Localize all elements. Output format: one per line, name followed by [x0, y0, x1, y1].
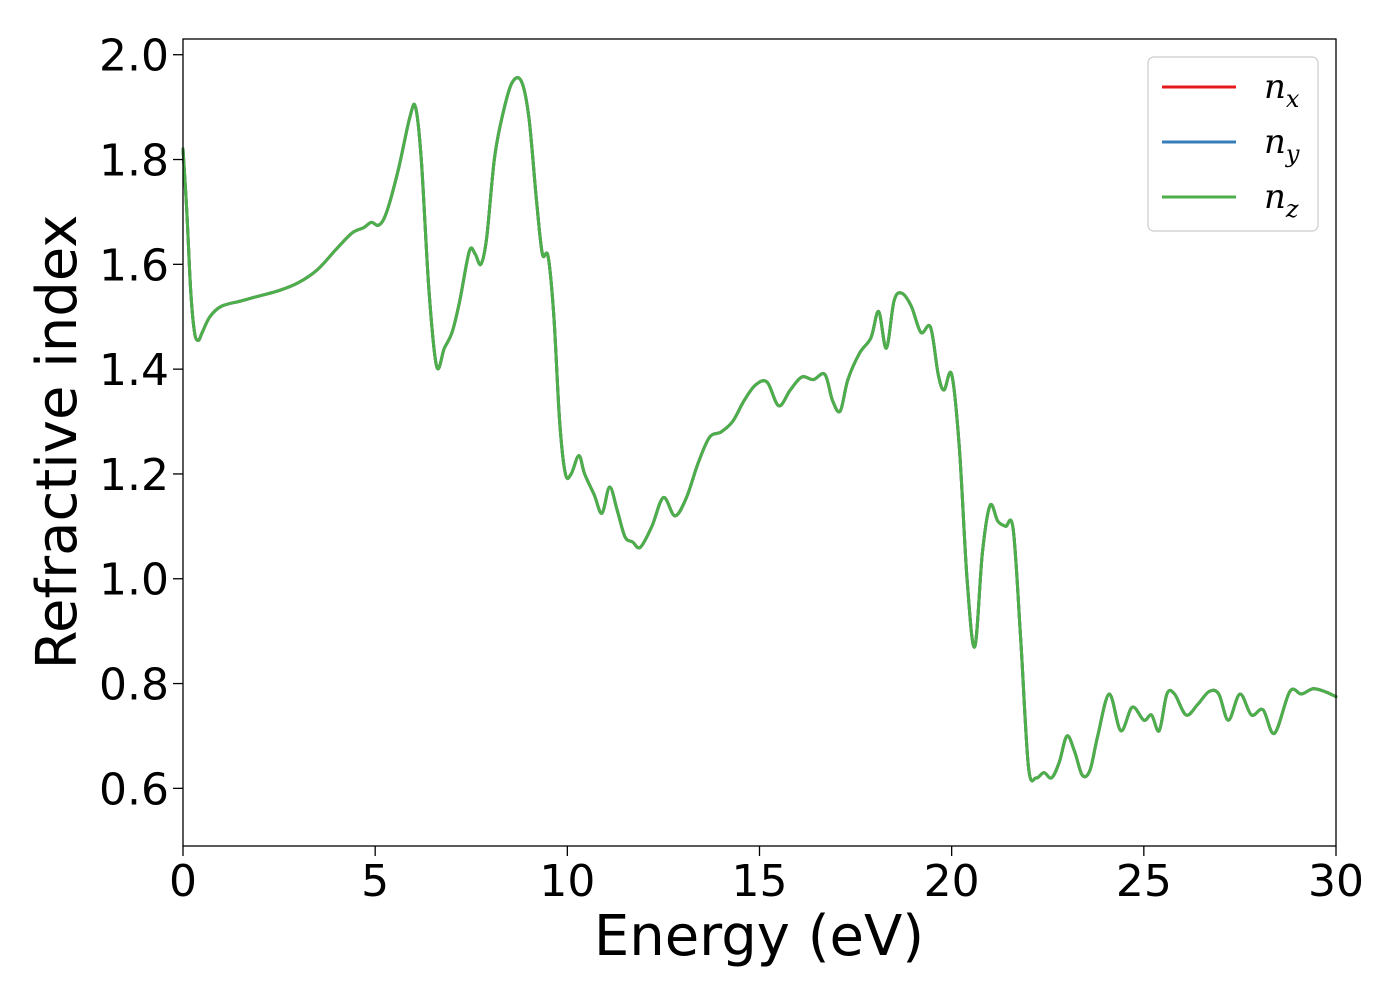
x-tick-label: 25 — [1116, 856, 1172, 907]
series-line-n-z — [181, 76, 1338, 783]
y-tick-label: 1.0 — [99, 555, 169, 606]
x-tick-label: 0 — [169, 856, 197, 907]
legend-label-n-z: nz — [1264, 177, 1299, 223]
y-axis-ticks: 0.6 0.8 1.0 1.2 1.4 1.6 1.8 2.0 — [99, 31, 183, 815]
x-tick-label: 5 — [361, 856, 389, 907]
y-tick-label: 0.8 — [99, 660, 169, 711]
legend-box — [1147, 56, 1319, 232]
legend-items: nx ny nz — [1162, 67, 1300, 223]
x-axis-ticks: 0 5 10 15 20 25 30 — [169, 846, 1364, 907]
legend-label-n-y: ny — [1264, 122, 1300, 168]
legend-label-n-x: nx — [1264, 67, 1300, 113]
x-tick-label: 20 — [924, 856, 980, 907]
y-tick-label: 1.4 — [99, 345, 169, 396]
y-axis-title: Refractive index — [25, 215, 90, 670]
x-axis-title: Energy (eV) — [594, 904, 924, 969]
y-tick-label: 2.0 — [99, 31, 169, 82]
y-tick-label: 1.6 — [99, 240, 169, 291]
x-tick-label: 10 — [539, 856, 595, 907]
series-layer — [181, 76, 1338, 783]
y-tick-label: 1.2 — [99, 450, 169, 501]
y-tick-label: 1.8 — [99, 136, 169, 187]
x-tick-label: 15 — [732, 856, 788, 907]
y-tick-label: 0.6 — [99, 764, 169, 815]
legend: nx ny nz — [1147, 56, 1319, 232]
x-tick-label: 30 — [1308, 856, 1364, 907]
